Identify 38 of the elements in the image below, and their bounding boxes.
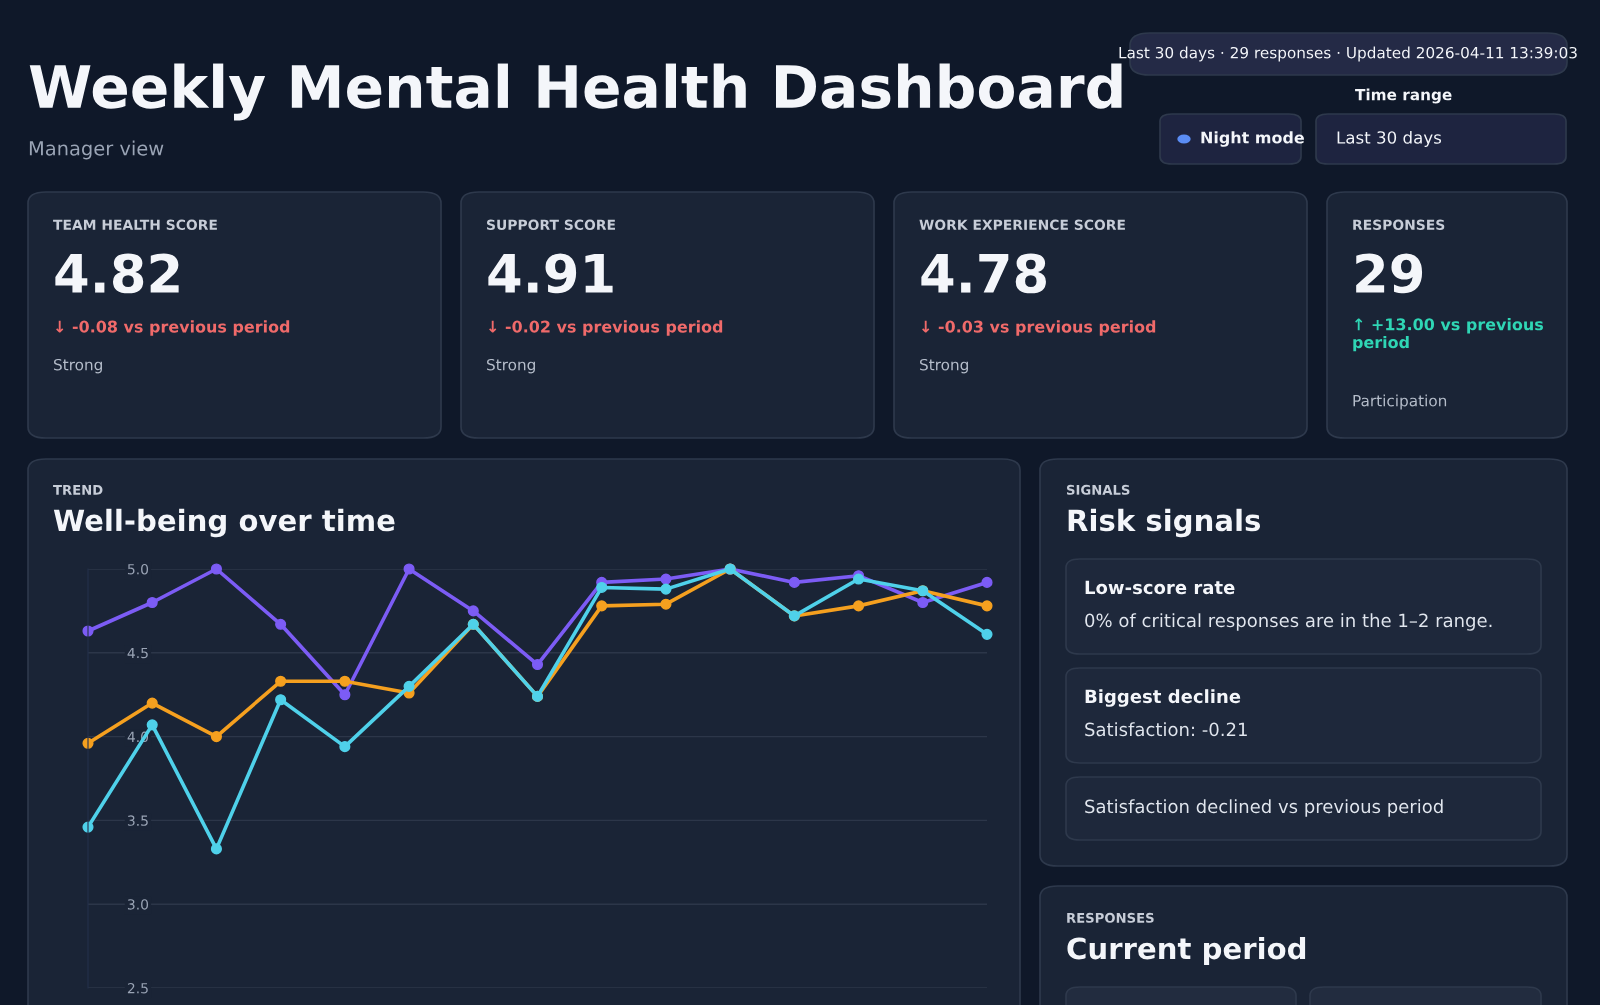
text: Satisfaction declined vs previous period bbox=[1085, 799, 1443, 817]
y-tick-label: 5.0 bbox=[127, 563, 149, 575]
text: Risk signals bbox=[1068, 508, 1261, 538]
text: TEAM HEALTH SCORE bbox=[53, 219, 217, 231]
text: WORK EXPERIENCE SCORE bbox=[919, 219, 1125, 231]
text: ↓ -0.03 vs previous period bbox=[922, 320, 1156, 336]
text: ↓ -0.08 vs previous period bbox=[56, 320, 290, 336]
text: SIGNALS bbox=[1066, 484, 1130, 495]
text: Manager view bbox=[29, 140, 164, 160]
y-tick-label: 2.5 bbox=[127, 982, 148, 994]
text: Biggest decline bbox=[1085, 689, 1241, 707]
text: Strong bbox=[54, 358, 102, 374]
y-tick-label: 4.5 bbox=[127, 647, 148, 659]
text: Last 30 days bbox=[1337, 130, 1442, 148]
y-tick-label: 3.0 bbox=[127, 899, 149, 910]
text: Low-score rate bbox=[1085, 580, 1235, 595]
text: RESPONSES bbox=[1067, 912, 1154, 923]
text: RESPONSES bbox=[1353, 219, 1445, 231]
text: Night mode bbox=[1201, 131, 1304, 147]
y-tick-label: 3.5 bbox=[127, 815, 148, 826]
text: Current period bbox=[1067, 936, 1306, 966]
text: Satisfaction: -0.21 bbox=[1085, 722, 1247, 737]
text: ↓ -0.02 vs previous period bbox=[489, 320, 723, 336]
text: Last 30 days · 29 responses · Updated 2026-04-11 13:39:03 bbox=[1119, 46, 1577, 62]
text: Strong bbox=[487, 358, 535, 374]
text: 4.82 bbox=[55, 253, 179, 294]
text: Strong bbox=[920, 358, 968, 374]
text: 4.91 bbox=[488, 253, 613, 294]
text: 4.78 bbox=[921, 253, 1046, 294]
text: Weekly Mental Health Dashboard bbox=[29, 63, 1122, 121]
chart-title: Well-being over time bbox=[53, 508, 395, 538]
text: 0% of critical responses are in the 1–2 range. bbox=[1085, 613, 1492, 631]
text: ↑ +13.00 vs previous period bbox=[1353, 318, 1544, 352]
text: 29 bbox=[1356, 253, 1423, 294]
text: Time range bbox=[1355, 88, 1452, 104]
text: SUPPORT SCORE bbox=[487, 219, 615, 231]
text: Participation bbox=[1353, 394, 1447, 410]
chart-subtitle: TREND bbox=[53, 485, 103, 495]
